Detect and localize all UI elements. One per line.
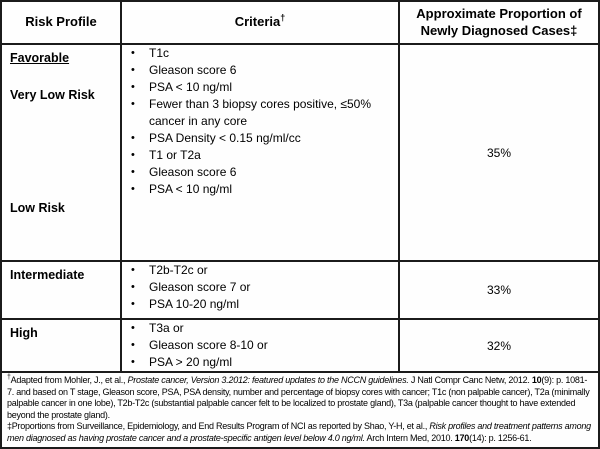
intermediate-proportion-value: 33%	[486, 283, 512, 297]
intermediate-proportion-cell: 33%	[400, 262, 598, 318]
criteria-item: T1 or T2a	[122, 147, 387, 164]
criteria-item: T2b-T2c or	[122, 262, 387, 279]
footnote-text: (14): p. 1256-61.	[469, 432, 532, 443]
header-criteria-label: Criteria†	[234, 12, 286, 30]
table-header-row: Risk Profile Criteria† Approximate Propo…	[2, 2, 598, 45]
criteria-item: Gleason score 8-10 or	[122, 337, 387, 354]
criteria-item: PSA 10-20 ng/ml	[122, 296, 387, 313]
criteria-item: Gleason score 7 or	[122, 279, 387, 296]
high-proportion-cell: 32%	[400, 320, 598, 371]
high-proportion-value: 32%	[486, 338, 512, 353]
criteria-item: PSA < 10 ng/ml	[122, 181, 387, 198]
high-criteria-cell: T3a or Gleason score 8-10 or PSA > 20 ng…	[122, 320, 400, 371]
header-criteria: Criteria†	[122, 2, 400, 43]
dagger-mark: †	[7, 374, 11, 381]
intermediate-label-cell: Intermediate	[2, 262, 122, 318]
criteria-item: Gleason score 6	[122, 62, 387, 79]
favorable-proportion-cell: 35%	[400, 45, 598, 260]
favorable-criteria-cell: T1c Gleason score 6 PSA < 10 ng/ml Fewer…	[122, 45, 400, 260]
dagger-mark: †	[280, 12, 286, 23]
favorable-labels-cell: Favorable Very Low Risk Low Risk	[2, 45, 122, 260]
criteria-item: Fewer than 3 biopsy cores positive, ≤50%…	[122, 96, 387, 130]
footnote-citation-title: Prostate cancer, Version 3.2012: feature…	[127, 375, 409, 385]
low-risk-criteria-list: T1 or T2a Gleason score 6 PSA < 10 ng/ml	[122, 147, 387, 198]
high-criteria-list: T3a or Gleason score 8-10 or PSA > 20 ng…	[122, 320, 387, 371]
header-risk-profile-label: Risk Profile	[25, 14, 97, 30]
footnote-text: J Natl Compr Canc Netw, 2012.	[408, 375, 532, 385]
high-label: High	[10, 326, 38, 340]
very-low-risk-criteria-list: T1c Gleason score 6 PSA < 10 ng/ml Fewer…	[122, 45, 387, 147]
footnote-text: Arch Intern Med, 2010.	[364, 432, 455, 443]
low-risk-label: Low Risk	[10, 201, 65, 215]
double-dagger-mark: ‡	[7, 421, 12, 432]
criteria-item: PSA < 10 ng/ml	[122, 79, 387, 96]
criteria-item: Gleason score 6	[122, 164, 387, 181]
favorable-proportion-value: 35%	[486, 145, 512, 160]
intermediate-section-row: Intermediate T2b-T2c or Gleason score 7 …	[2, 262, 598, 320]
footnote-volume: 170	[454, 432, 470, 443]
footnotes-area: †Adapted from Mohler, J., et al., Prosta…	[2, 373, 598, 447]
footnote-proportions: ‡Proportions from Surveillance, Epidemio…	[7, 421, 593, 444]
criteria-item: PSA > 20 ng/ml	[122, 354, 387, 371]
footnote-volume: 10	[531, 375, 542, 385]
header-proportion: Approximate Proportion of Newly Diagnose…	[400, 2, 598, 43]
footnote-text: Proportions from Surveillance, Epidemiol…	[11, 421, 430, 432]
intermediate-label: Intermediate	[10, 268, 85, 282]
criteria-item: T3a or	[122, 320, 387, 337]
favorable-group-label: Favorable	[10, 51, 70, 65]
high-label-cell: High	[2, 320, 122, 371]
criteria-item: PSA Density < 0.15 ng/ml/cc	[122, 130, 387, 147]
header-risk-profile: Risk Profile	[2, 2, 122, 43]
footnote-text: (9): p. 1081-7. and based on T stage, Gl…	[7, 375, 590, 420]
intermediate-criteria-cell: T2b-T2c or Gleason score 7 or PSA 10-20 …	[122, 262, 400, 318]
very-low-risk-label: Very Low Risk	[10, 88, 95, 102]
high-section-row: High T3a or Gleason score 8-10 or PSA > …	[2, 320, 598, 373]
footnote-adapted: †Adapted from Mohler, J., et al., Prosta…	[7, 374, 593, 421]
criteria-item: T1c	[122, 45, 387, 62]
header-proportion-label: Approximate Proportion of Newly Diagnose…	[416, 5, 582, 38]
intermediate-criteria-list: T2b-T2c or Gleason score 7 or PSA 10-20 …	[122, 262, 387, 313]
footnote-text: Adapted from Mohler, J., et al.,	[10, 375, 128, 385]
favorable-section-row: Favorable Very Low Risk Low Risk T1c Gle…	[2, 45, 598, 262]
footnote-citation-title: Risk profiles and treatment patterns amo…	[7, 421, 591, 443]
